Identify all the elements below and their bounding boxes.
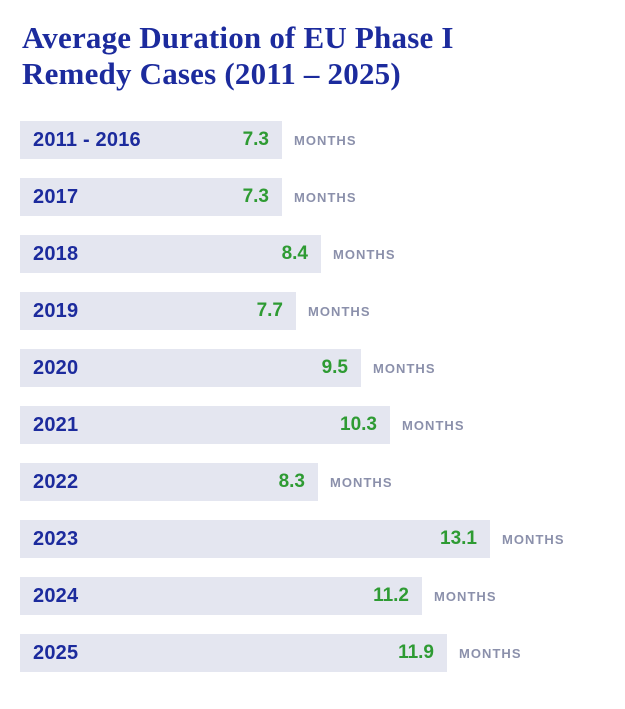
bar-value-label: 9.5 — [321, 357, 348, 378]
bar-category-label: 2017 — [33, 185, 79, 208]
bar-row: 2023 13.1 MONTHS — [20, 520, 605, 558]
bar-category-label: 2018 — [33, 242, 79, 265]
chart-title: Average Duration of EU Phase I Remedy Ca… — [22, 20, 605, 92]
chart-title-line2: Remedy Cases (2011 – 2025) — [22, 56, 401, 91]
bar-category-label: 2025 — [33, 641, 79, 664]
bar: 2021 10.3 — [20, 406, 390, 444]
bar-category-label: 2011 - 2016 — [33, 128, 141, 151]
bar-chart: 2011 - 2016 7.3 MONTHS 2017 7.3 MONTHS 2018 8.4… — [20, 121, 605, 672]
bar-category-label: 2022 — [33, 470, 79, 493]
bar-row: 2024 11.2 MONTHS — [20, 577, 605, 615]
bar-value-label: 8.3 — [278, 471, 305, 492]
chart-title-line1: Average Duration of EU Phase I — [22, 20, 454, 55]
bar-value-label: 7.3 — [242, 129, 269, 150]
bar-unit-label: MONTHS — [333, 246, 396, 262]
bar-unit-label: MONTHS — [459, 645, 522, 661]
bar-value-label: 13.1 — [440, 528, 477, 549]
bar-value-label: 10.3 — [340, 414, 377, 435]
bar-value-label: 7.7 — [256, 300, 283, 321]
bar-unit-label: MONTHS — [294, 132, 357, 148]
bar: 2017 7.3 — [20, 178, 282, 216]
bar: 2020 9.5 — [20, 349, 361, 387]
bar-category-label: 2024 — [33, 584, 79, 607]
bar-category-label: 2020 — [33, 356, 79, 379]
bar: 2025 11.9 — [20, 634, 447, 672]
bar: 2011 - 2016 7.3 — [20, 121, 282, 159]
bar-row: 2021 10.3 MONTHS — [20, 406, 605, 444]
bar: 2022 8.3 — [20, 463, 318, 501]
bar-unit-label: MONTHS — [330, 474, 393, 490]
bar-row: 2011 - 2016 7.3 MONTHS — [20, 121, 605, 159]
bar-row: 2025 11.9 MONTHS — [20, 634, 605, 672]
bar-unit-label: MONTHS — [502, 531, 565, 547]
bar: 2018 8.4 — [20, 235, 321, 273]
bar-unit-label: MONTHS — [402, 417, 465, 433]
bar-unit-label: MONTHS — [434, 588, 497, 604]
bar-value-label: 7.3 — [242, 186, 269, 207]
bar-unit-label: MONTHS — [373, 360, 436, 376]
bar-category-label: 2021 — [33, 413, 79, 436]
bar-row: 2018 8.4 MONTHS — [20, 235, 605, 273]
bar-value-label: 11.9 — [398, 642, 434, 663]
bar-value-label: 8.4 — [281, 243, 308, 264]
bar-value-label: 11.2 — [373, 585, 409, 606]
bar-category-label: 2019 — [33, 299, 79, 322]
bar: 2024 11.2 — [20, 577, 422, 615]
bar-row: 2022 8.3 MONTHS — [20, 463, 605, 501]
bar-unit-label: MONTHS — [308, 303, 371, 319]
bar: 2019 7.7 — [20, 292, 296, 330]
bar-row: 2017 7.3 MONTHS — [20, 178, 605, 216]
bar-row: 2020 9.5 MONTHS — [20, 349, 605, 387]
bar-unit-label: MONTHS — [294, 189, 357, 205]
bar-category-label: 2023 — [33, 527, 79, 550]
bar-row: 2019 7.7 MONTHS — [20, 292, 605, 330]
bar: 2023 13.1 — [20, 520, 490, 558]
